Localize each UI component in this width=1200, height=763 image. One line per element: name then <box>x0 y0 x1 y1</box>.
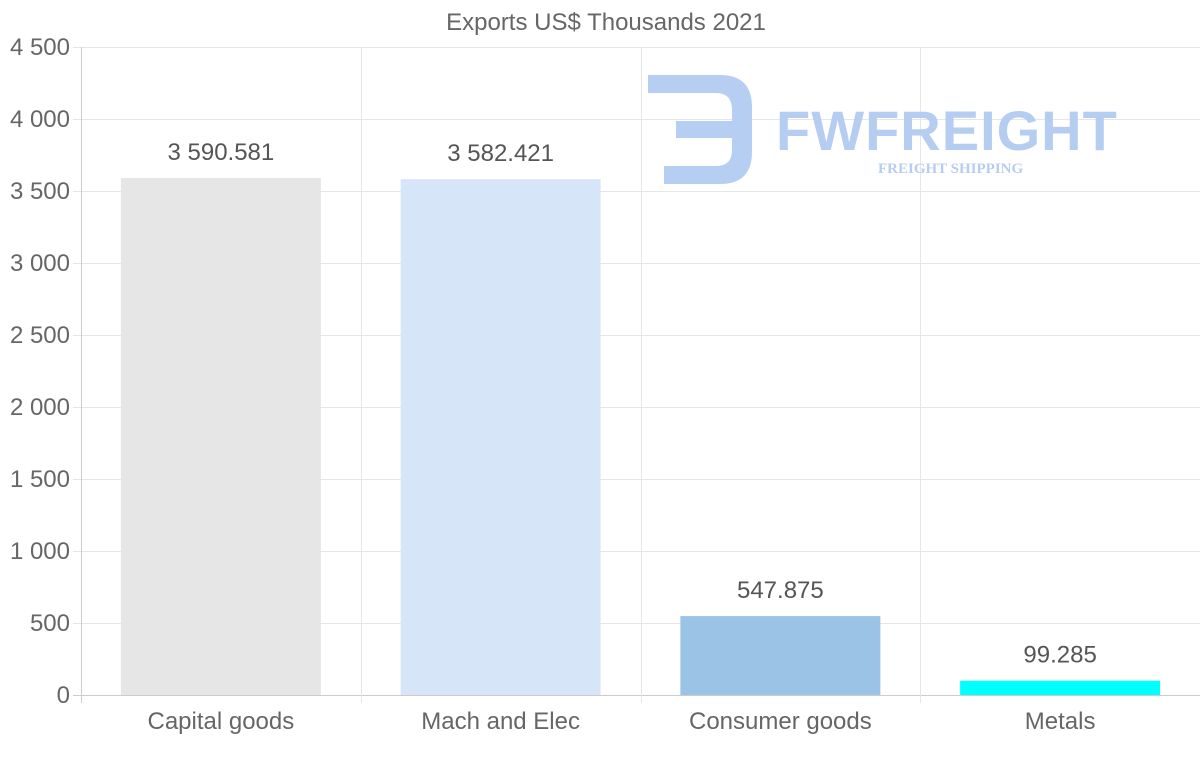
data-label: 3 590.581 <box>167 139 274 166</box>
y-tick-label: 4 000 <box>10 106 70 133</box>
watermark-logo-icon <box>648 75 752 184</box>
bar <box>120 177 321 696</box>
y-tick-label: 500 <box>30 610 70 637</box>
data-label: 547.875 <box>737 577 824 604</box>
bar <box>400 179 601 696</box>
y-tick-label: 0 <box>57 682 70 709</box>
bar <box>960 680 1161 695</box>
x-tick-label: Capital goods <box>147 708 294 735</box>
data-label: 3 582.421 <box>447 140 554 167</box>
x-axis-ticks: Capital goods Mach and Elec Consumer goods… <box>147 708 1095 735</box>
y-tick-label: 3 500 <box>10 178 70 205</box>
chart-title: Exports US$ Thousands 2021 <box>446 9 766 36</box>
y-tick-label: 2 000 <box>10 394 70 421</box>
watermark-brand: FWFREIGHT <box>776 99 1118 162</box>
y-axis-ticks: 0 500 1 000 1 500 2 000 2 500 3 000 3 500 4 000 4… <box>10 34 70 709</box>
bar <box>680 616 881 695</box>
y-tick-label: 1 000 <box>10 538 70 565</box>
x-tick-label: Metals <box>1025 708 1096 735</box>
y-tick-label: 3 000 <box>10 250 70 277</box>
y-tick-label: 2 500 <box>10 322 70 349</box>
bars <box>120 177 1161 696</box>
x-tick-label: Mach and Elec <box>421 708 580 735</box>
watermark-tagline: FREIGHT SHIPPING <box>878 161 1023 177</box>
watermark: FWFREIGHT FREIGHT SHIPPING <box>648 75 1118 184</box>
data-labels: 3 590.581 3 582.421 547.875 99.285 <box>167 139 1096 669</box>
y-tick-label: 1 500 <box>10 466 70 493</box>
data-label: 99.285 <box>1023 642 1096 669</box>
x-tick-label: Consumer goods <box>689 708 872 735</box>
y-tick-label: 4 500 <box>10 34 70 61</box>
